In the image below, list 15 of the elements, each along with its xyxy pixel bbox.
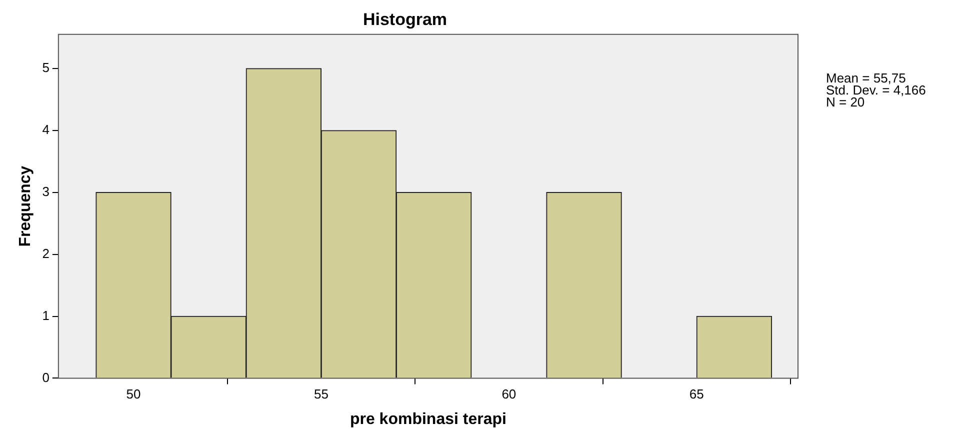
y-tick-label: 0	[42, 370, 50, 385]
x-tick-label: 65	[689, 386, 704, 402]
text: N = 20	[826, 94, 865, 110]
text: Mean = 55,75	[826, 70, 906, 86]
y-tick-label: 4	[42, 122, 50, 137]
chart-title: Histogram	[362, 10, 448, 29]
y-axis-title: Frequency	[17, 166, 34, 247]
x-axis-title: pre kombinasi terapi	[350, 410, 506, 428]
y-tick-label: 2	[42, 246, 50, 261]
y-tick-label: 3	[42, 184, 50, 199]
x-tick-label: 60	[502, 386, 516, 402]
y-tick-label: 5	[42, 60, 50, 76]
x-tick-label: 50	[126, 386, 141, 402]
x-tick-label: 55	[314, 386, 328, 402]
y-tick-label: 1	[42, 308, 50, 323]
